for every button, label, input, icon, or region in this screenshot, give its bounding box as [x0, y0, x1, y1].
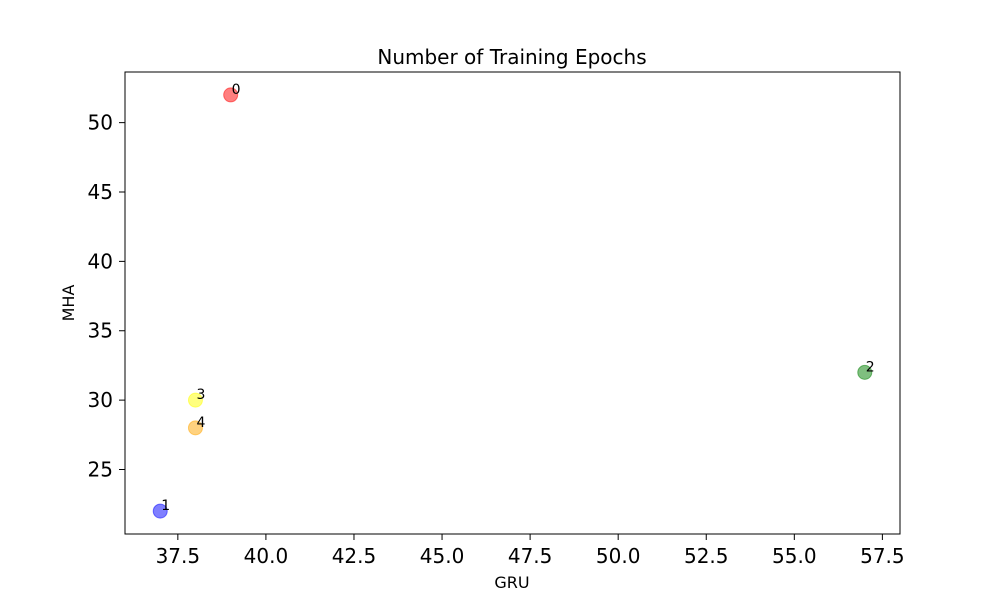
- data-point-label: 0: [232, 82, 241, 98]
- data-point-label: 1: [161, 498, 170, 514]
- x-axis-label: GRU: [494, 573, 529, 592]
- x-tick-label: 37.5: [156, 544, 201, 568]
- x-tick-label: 47.5: [508, 544, 553, 568]
- data-point-1: [152, 503, 168, 519]
- data-point-label: 4: [196, 415, 205, 431]
- chart-title: Number of Training Epochs: [377, 45, 646, 69]
- y-tick-label: 35: [88, 319, 113, 343]
- data-point-label: 2: [866, 359, 875, 375]
- x-tick-label: 40.0: [244, 544, 289, 568]
- y-axis-label: MHA: [59, 285, 78, 322]
- x-axis: 37.5 40.0 42.5 45.0 47.5 50.0 52.5 55.0 57.5: [156, 534, 905, 568]
- y-tick-label: 50: [88, 111, 113, 135]
- x-tick-label: 45.0: [420, 544, 465, 568]
- data-point-label: 3: [196, 387, 205, 403]
- y-tick-label: 45: [88, 180, 113, 204]
- x-tick-label: 52.5: [684, 544, 729, 568]
- data-point-2: [857, 364, 873, 380]
- x-tick-label: 42.5: [332, 544, 377, 568]
- x-tick-label: 55.0: [772, 544, 817, 568]
- y-tick-label: 30: [88, 388, 113, 412]
- x-tick-label: 57.5: [860, 544, 905, 568]
- y-tick-label: 40: [88, 249, 113, 273]
- data-points: 0 1 2 3 4: [152, 82, 875, 519]
- y-tick-label: 25: [88, 457, 113, 481]
- y-axis: 25 30 35 40 45 50: [88, 111, 125, 481]
- data-point-0: [223, 87, 239, 103]
- data-point-4: [187, 420, 203, 436]
- data-point-3: [187, 392, 203, 408]
- plot-frame: [124, 71, 901, 535]
- x-tick-label: 50.0: [596, 544, 641, 568]
